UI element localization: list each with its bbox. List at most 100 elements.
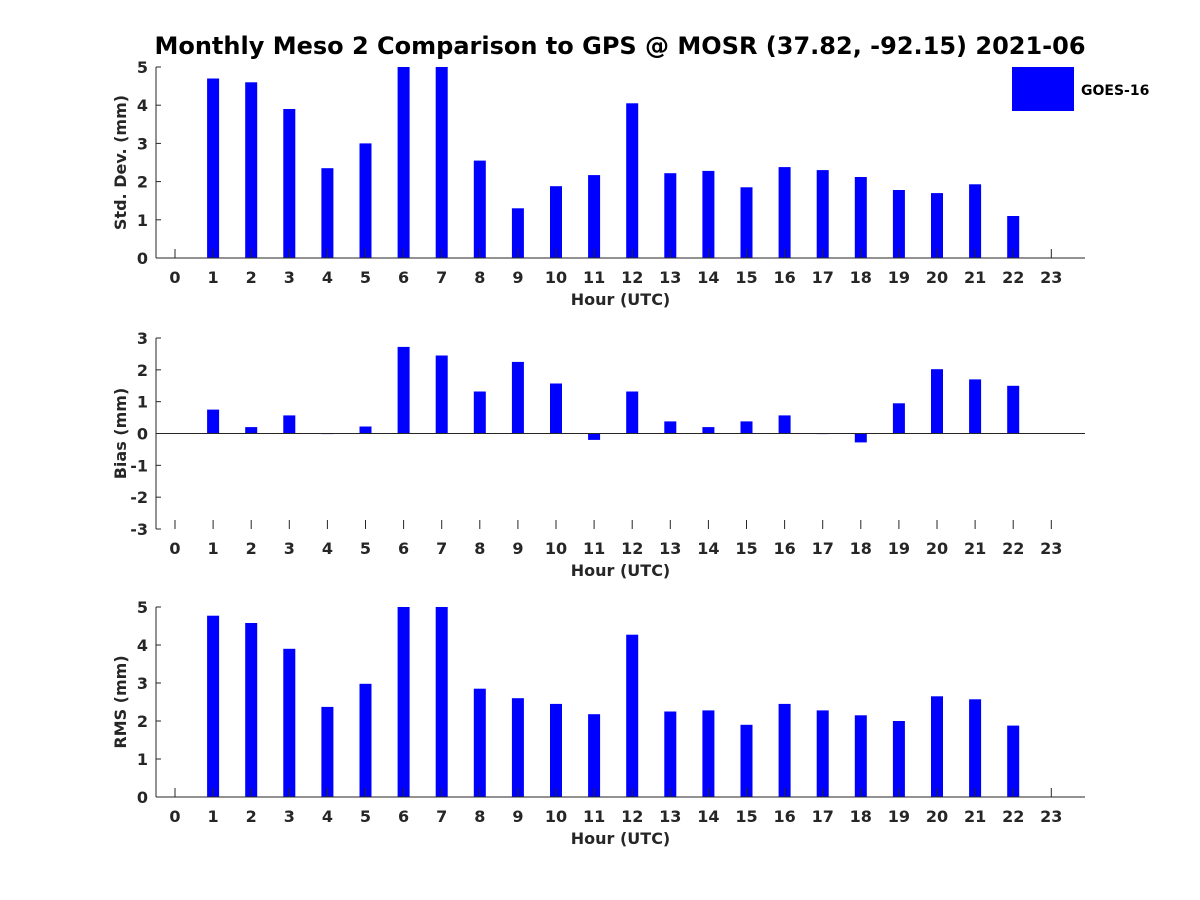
std-dev-y-tick-label: 4 bbox=[137, 96, 148, 115]
bias-x-tick-label: 2 bbox=[246, 539, 257, 558]
bias-bar-hour-16 bbox=[778, 415, 791, 434]
bias-x-tick-label: 22 bbox=[1002, 539, 1024, 558]
std-dev-bar-hour-15 bbox=[740, 187, 753, 258]
rms-y-tick-label: 0 bbox=[137, 788, 148, 807]
bias-bar-hour-9 bbox=[511, 361, 524, 434]
std-dev-x-tick-label: 6 bbox=[398, 268, 409, 287]
bias-bar-hour-1 bbox=[207, 409, 220, 434]
rms-bar-hour-15 bbox=[740, 724, 753, 797]
bias-x-tick-label: 8 bbox=[474, 539, 485, 558]
bias-x-tick-label: 19 bbox=[888, 539, 910, 558]
std-dev-bar-hour-3 bbox=[283, 109, 296, 258]
std-dev-x-tick-label: 15 bbox=[735, 268, 757, 287]
rms-x-tick-label: 5 bbox=[360, 807, 371, 826]
std-dev-x-tick-label: 20 bbox=[926, 268, 948, 287]
std-dev-bar-hour-4 bbox=[321, 168, 334, 258]
rms-x-axis-label: Hour (UTC) bbox=[571, 829, 671, 848]
bias-x-tick-label: 3 bbox=[284, 539, 295, 558]
bias-x-tick-label: 6 bbox=[398, 539, 409, 558]
legend: GOES-16 bbox=[1012, 67, 1149, 111]
std-dev-bar-hour-5 bbox=[359, 143, 372, 258]
std-dev-bar-hour-14 bbox=[702, 170, 715, 258]
rms-x-tick-label: 3 bbox=[284, 807, 295, 826]
bias-x-tick-label: 12 bbox=[621, 539, 643, 558]
std-dev-x-tick-label: 0 bbox=[169, 268, 180, 287]
std-dev-x-tick-label: 11 bbox=[583, 268, 605, 287]
std-dev-bar-hour-19 bbox=[892, 190, 905, 258]
std-dev-x-tick-label: 17 bbox=[812, 268, 834, 287]
std-dev-x-tick-label: 8 bbox=[474, 268, 485, 287]
std-dev-y-tick-label: 3 bbox=[137, 134, 148, 153]
bias-x-tick-label: 15 bbox=[735, 539, 757, 558]
bias-x-tick-label: 9 bbox=[512, 539, 523, 558]
rms-x-tick-label: 10 bbox=[545, 807, 567, 826]
bias-bar-hour-6 bbox=[397, 346, 410, 434]
bias-x-tick-label: 7 bbox=[436, 539, 447, 558]
rms-x-tick-label: 6 bbox=[398, 807, 409, 826]
bias-x-tick-label: 11 bbox=[583, 539, 605, 558]
rms-x-tick-label: 4 bbox=[322, 807, 333, 826]
rms-bar-hour-17 bbox=[816, 710, 829, 797]
rms-x-tick-label: 21 bbox=[964, 807, 986, 826]
std-dev-x-tick-label: 9 bbox=[512, 268, 523, 287]
std-dev-bar-hour-1 bbox=[207, 78, 220, 258]
rms-bar-hour-10 bbox=[550, 703, 562, 797]
rms-bar-hour-5 bbox=[359, 683, 372, 797]
bias-bar-hour-11 bbox=[588, 433, 601, 440]
bias-x-tick-label: 5 bbox=[360, 539, 371, 558]
rms-x-tick-label: 9 bbox=[512, 807, 523, 826]
rms-x-tick-label: 12 bbox=[621, 807, 643, 826]
bias-x-tick-label: 10 bbox=[545, 539, 567, 558]
bias-y-tick-label: 2 bbox=[137, 361, 148, 380]
std-dev-x-tick-label: 10 bbox=[545, 268, 567, 287]
bias-y-axis-label: Bias (mm) bbox=[111, 388, 130, 480]
std-dev-x-tick-label: 13 bbox=[659, 268, 681, 287]
std-dev-x-tick-label: 5 bbox=[360, 268, 371, 287]
bias-y-tick-label: 0 bbox=[137, 425, 148, 444]
bias-x-axis-label: Hour (UTC) bbox=[571, 561, 671, 580]
bias-y-tick-label: 3 bbox=[137, 329, 148, 348]
std-dev-x-tick-label: 18 bbox=[850, 268, 872, 287]
legend-label: GOES-16 bbox=[1081, 83, 1149, 99]
std-dev-bar-hour-9 bbox=[511, 208, 524, 258]
rms-bar-hour-18 bbox=[854, 715, 867, 797]
bias-bar-hour-2 bbox=[245, 427, 258, 434]
rms-x-tick-label: 15 bbox=[735, 807, 757, 826]
std-dev-x-tick-label: 23 bbox=[1040, 268, 1062, 287]
std-dev-bar-hour-12 bbox=[626, 103, 639, 258]
legend-swatch bbox=[1012, 67, 1074, 111]
bias-x-tick-label: 17 bbox=[812, 539, 834, 558]
rms-y-tick-label: 3 bbox=[137, 674, 148, 693]
std-dev-bar-hour-18 bbox=[854, 177, 867, 258]
std-dev-bar-hour-8 bbox=[473, 160, 486, 258]
std-dev-x-tick-label: 12 bbox=[621, 268, 643, 287]
rms-y-tick-label: 2 bbox=[137, 712, 148, 731]
rms-bar-hour-1 bbox=[207, 615, 220, 797]
rms-x-tick-label: 18 bbox=[850, 807, 872, 826]
rms-bar-hour-6 bbox=[397, 607, 410, 797]
rms-bar-hour-14 bbox=[702, 710, 715, 797]
rms-bar-hour-22 bbox=[1007, 725, 1020, 797]
std-dev-y-tick-label: 1 bbox=[137, 211, 148, 230]
bias-x-tick-label: 0 bbox=[169, 539, 180, 558]
rms-y-tick-label: 5 bbox=[137, 598, 148, 617]
bias-y-tick-label: -3 bbox=[130, 520, 148, 539]
rms-x-tick-label: 22 bbox=[1002, 807, 1024, 826]
bias-bar-hour-18 bbox=[854, 433, 867, 443]
bias-bar-hour-22 bbox=[1007, 385, 1020, 434]
rms-x-tick-label: 7 bbox=[436, 807, 447, 826]
bias-x-tick-label: 13 bbox=[659, 539, 681, 558]
rms-x-tick-label: 20 bbox=[926, 807, 948, 826]
rms-x-tick-label: 14 bbox=[697, 807, 719, 826]
bias-bar-hour-5 bbox=[359, 426, 372, 434]
bias-bar-hour-19 bbox=[892, 403, 905, 434]
rms-bar-hour-12 bbox=[626, 634, 639, 797]
std-dev-x-tick-label: 22 bbox=[1002, 268, 1024, 287]
rms-bar-hour-11 bbox=[588, 714, 601, 797]
std-dev-x-tick-label: 19 bbox=[888, 268, 910, 287]
bias-bar-hour-3 bbox=[283, 415, 296, 434]
bias-bar-hour-20 bbox=[931, 369, 943, 434]
bias-bar-hour-7 bbox=[435, 355, 448, 434]
